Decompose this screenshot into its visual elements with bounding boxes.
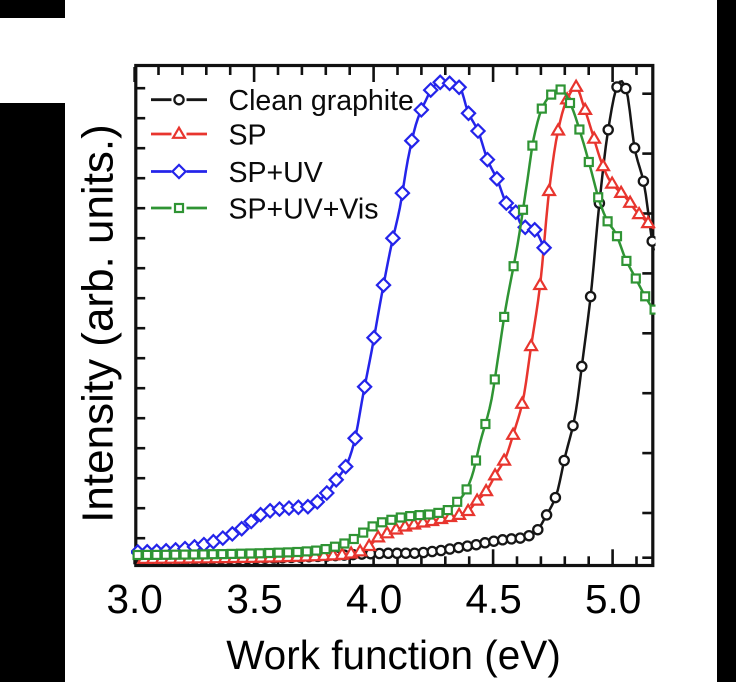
svg-text:SP+UV+Vis: SP+UV+Vis [229, 193, 379, 225]
svg-text:SP: SP [229, 119, 267, 151]
svg-text:SP+UV: SP+UV [229, 157, 323, 189]
svg-text:3.5: 3.5 [226, 576, 282, 622]
svg-text:Intensity (arb. units.): Intensity (arb. units.) [74, 124, 123, 523]
svg-text:4.0: 4.0 [346, 576, 402, 622]
svg-text:5.0: 5.0 [585, 576, 641, 622]
svg-text:Work function (eV): Work function (eV) [226, 632, 561, 678]
svg-text:4.5: 4.5 [465, 576, 521, 622]
svg-text:Clean graphite: Clean graphite [229, 85, 414, 117]
svg-text:3.0: 3.0 [106, 576, 162, 622]
